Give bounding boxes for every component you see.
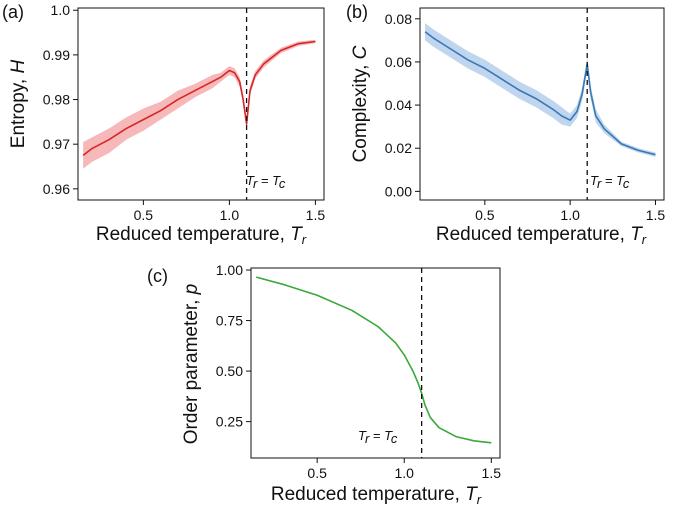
panel-b-ytick-label: 0.04 [385,97,412,113]
panel-a-x-axis-label: Reduced temperature, Tr [96,224,307,247]
panel-a-ytick-label: 0.97 [43,136,70,152]
panel-b-complexity: (b) 0.5 1.0 1.5 0.00 0.02 0.04 0.06 0.08 Comple… [346,2,665,247]
panel-a-ytick-label: 0.99 [43,47,70,63]
panel-b-ytick-label: 0.00 [385,183,412,199]
panel-c-xtick-label: 0.5 [307,465,327,481]
panel-c-ylabel-var: p [181,284,202,296]
panel-c-y-axis-label: Order parameter, p [181,284,202,445]
panel-b-ytick-label: 0.08 [385,11,412,27]
panel-a-entropy: (a) 0.5 1.0 1.5 0.96 0.97 0.98 0.99 1.0 Entropy… [2,2,325,247]
panel-c-ylabel-text: Order parameter, [181,294,202,444]
panel-b-xlabel-sub: r [642,232,647,247]
panel-c-xtick-label: 1.0 [394,465,414,481]
panel-b-ytick-label: 0.02 [385,140,412,156]
panel-a-axes-frame [77,7,325,201]
panel-a-letter: (a) [2,2,24,22]
panel-a-y-axis-label: Entropy, H [8,60,29,149]
panel-a-xtick-label: 1.0 [220,207,240,223]
panel-c-ytick-label: 0.50 [216,363,243,379]
panel-b-plot-area: 0.5 1.0 1.5 0.00 0.02 0.04 0.06 0.08 [385,7,666,223]
panel-c-axes-frame [250,267,501,459]
panel-b-series-line [424,31,656,156]
panel-c-critical-annotation: Tr = Tc [358,428,398,446]
panel-a-xtick-label: 0.5 [134,207,154,223]
panel-b-ylabel-text: Complexity, [350,59,371,162]
panel-b-axes-frame [419,7,665,201]
panel-b-critical-annotation: Tr = Tc [590,173,630,191]
panel-b-y-axis-label: Complexity, C [350,45,371,162]
panel-c-ytick-label: 1.00 [216,262,243,278]
panel-a-ylabel-var: H [8,60,29,74]
panel-c-xlabel-text: Reduced temperature, [271,484,465,505]
panel-b-xtick-label: 1.0 [560,207,580,223]
panel-a-ytick-label: 0.98 [43,92,70,108]
panel-b-ytick-label: 0.06 [385,54,412,70]
panel-a-xlabel-text: Reduced temperature, [96,224,290,245]
panel-b-xlabel-var: T [630,224,643,245]
panel-c-series-line [256,276,492,444]
panel-a-xlabel-var: T [290,224,303,245]
panel-a-plot-area: 0.5 1.0 1.5 0.96 0.97 0.98 0.99 1.0 [43,2,326,223]
panel-c-order-parameter: (c) 0.5 1.0 1.5 0.25 0.50 0.75 1.00 Order para… [147,262,501,507]
panel-c-plot-area: 0.5 1.0 1.5 0.25 0.50 0.75 1.00 [216,262,501,481]
panel-b-x-axis-label: Reduced temperature, Tr [436,224,647,247]
panel-a-ylabel-text: Entropy, [8,74,29,149]
panel-a-ytick-label: 1.0 [51,2,71,18]
panel-c-letter: (c) [147,266,168,286]
panel-b-confidence-band [425,23,656,157]
panel-c-x-axis-label: Reduced temperature, Tr [271,484,482,507]
panel-c-xlabel-var: T [465,484,478,505]
panel-c-ytick-label: 0.25 [216,414,243,430]
panel-c-xlabel-sub: r [477,492,482,507]
panel-a-confidence-band [83,39,316,169]
panel-a-critical-annotation: Tr = Tc [246,173,286,191]
panel-a-series-line [82,40,316,156]
panel-b-xtick-label: 0.5 [475,207,495,223]
panel-b-xtick-label: 1.5 [646,207,666,223]
panel-b-letter: (b) [346,2,368,22]
panel-c-xtick-label: 1.5 [482,465,502,481]
panel-c-ytick-label: 0.75 [216,313,243,329]
panel-a-xlabel-sub: r [302,232,307,247]
panel-a-ytick-label: 0.96 [43,181,70,197]
panel-a-xtick-label: 1.5 [306,207,326,223]
panel-b-ylabel-var: C [350,45,371,59]
panel-b-xlabel-text: Reduced temperature, [436,224,630,245]
